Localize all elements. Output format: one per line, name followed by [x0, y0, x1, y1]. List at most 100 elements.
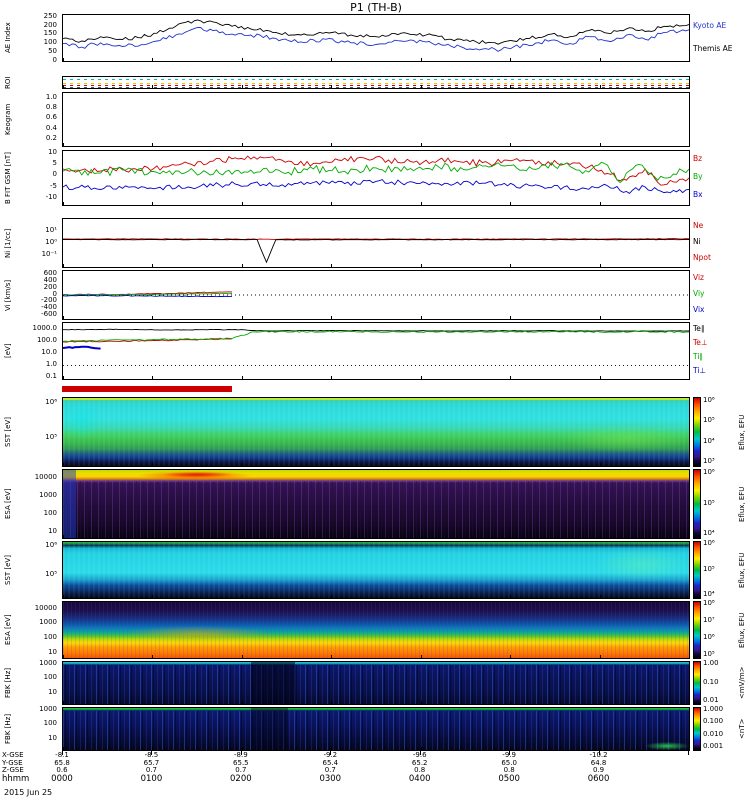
x-tick-mark	[63, 85, 64, 88]
series-bx	[63, 179, 689, 194]
x-tick-mark	[689, 202, 690, 205]
colorbar-ticks: 1.000 0.100 0.010 0.001	[703, 705, 731, 751]
series-by	[63, 161, 689, 184]
x-tick-mark	[63, 595, 64, 598]
x-tick-mark	[510, 316, 512, 319]
x-tick-mark	[331, 264, 333, 267]
colorbar	[693, 397, 701, 467]
y-tick-label: 1000.0	[32, 323, 58, 332]
panel-velocity: Vi [km/s] 600 400 200 0 -200 -400 -600 Viz Viy V…	[0, 269, 750, 320]
panel-mode-flag	[0, 384, 750, 394]
plot-area-sst-ion	[62, 397, 690, 467]
x-tick-mark	[599, 316, 601, 319]
colorbar-tick-label: 10⁴	[703, 529, 715, 538]
y-tick-label: 10⁵	[45, 433, 57, 442]
colorbar-tick-label: 0.01	[703, 696, 719, 705]
colorbar	[693, 469, 701, 539]
x-tick-mark	[241, 316, 243, 319]
x-tick-mark	[510, 264, 512, 267]
time-value: 0100	[140, 774, 163, 784]
panel-temperature: [eV] 1000.0 100.0 10.0 1.0 0.1 Te∥ Te⊥ Ti∥ Ti⊥	[0, 322, 750, 380]
y-ticks-sst-ion: 10⁶ 10⁵	[16, 397, 59, 467]
legend-velocity: Viz Viy Vix	[693, 270, 749, 320]
legend-vix: Vix	[693, 305, 705, 314]
y-tick-label: 0.4	[45, 123, 57, 132]
ephemeris-value: 65.0	[501, 758, 517, 767]
x-tick-mark	[241, 376, 243, 379]
series-ne	[63, 238, 689, 240]
series-ni	[63, 238, 689, 264]
x-tick-mark	[241, 747, 243, 750]
ephemeris-value: -8.5	[144, 751, 159, 759]
y-tick-label: 5	[52, 159, 57, 167]
legend-bz: Bz	[693, 154, 703, 163]
ephemeris-row-label: Y-GSE	[2, 758, 23, 767]
x-tick-mark	[510, 376, 512, 379]
y-axis-title-roi: ROI	[4, 76, 12, 89]
plot-area-roi	[62, 76, 690, 89]
line-series-canvas	[63, 238, 689, 264]
time-value: 0200	[230, 774, 252, 784]
y-tick-label: -400	[41, 303, 57, 312]
series-tiperp	[63, 345, 101, 350]
ephemeris-value: 0.6	[56, 766, 68, 774]
spectrogram-texture	[63, 710, 689, 750]
colorbar	[693, 601, 701, 659]
colorbar-tick-label: 10⁵	[703, 649, 715, 658]
colorbar-tick-label: 10⁶	[703, 395, 715, 404]
y-axis-title-esa-ion: ESA [eV]	[4, 488, 12, 520]
reference-line	[63, 82, 689, 84]
colorbar-tick-label: 10⁴	[703, 589, 715, 598]
x-tick-mark	[599, 747, 601, 750]
y-tick-label: 0.2	[45, 134, 57, 143]
colorbar-ticks: 10⁶ 10⁵ 10⁴	[703, 468, 731, 539]
x-tick-mark	[420, 701, 422, 704]
y-tick-label: 1000	[39, 491, 57, 500]
spectrogram-texture	[63, 542, 689, 598]
x-tick-mark	[63, 143, 64, 146]
y-tick-label: 1000	[39, 659, 57, 668]
y-tick-label: 10	[48, 527, 57, 536]
series-viy	[63, 292, 233, 296]
legend-viz: Viz	[693, 273, 704, 282]
x-tick-mark	[689, 595, 690, 598]
colorbar-ticks: 10⁸ 10⁷ 10⁶ 10⁵	[703, 600, 731, 659]
y-ticks-esa-electron: 10000 1000 100 10	[16, 601, 59, 659]
x-tick-mark	[152, 202, 154, 205]
colorbar-tick-label: 10⁷	[703, 616, 715, 625]
legend-viy: Viy	[693, 289, 705, 298]
legend-temperature: Te∥ Te⊥ Ti∥ Ti⊥	[693, 322, 749, 380]
x-tick-mark	[63, 264, 64, 267]
legend-ae: Kyoto AE Themis AE	[693, 14, 749, 62]
spectrogram-texture	[63, 664, 689, 704]
x-axis-tick	[688, 751, 689, 755]
y-tick-label: 400	[43, 275, 57, 284]
y-tick-label: 200	[43, 20, 57, 29]
ephemeris-value: -9.6	[412, 751, 427, 759]
y-ticks-velocity: 600 400 200 0 -200 -400 -600	[16, 269, 59, 320]
time-value: 0400	[408, 774, 431, 784]
x-tick-mark	[152, 85, 154, 88]
x-axis-tick	[151, 751, 153, 755]
date-label: 2015 Jun 25	[4, 788, 53, 797]
x-tick-mark	[152, 701, 154, 704]
series-vix	[63, 294, 233, 298]
y-ticks-fbk-e: 1000 100 10	[16, 659, 59, 705]
x-tick-mark	[599, 264, 601, 267]
colorbar-title: Eflux, EFU	[738, 612, 746, 648]
x-tick-mark	[152, 747, 154, 750]
plot-area-keogram	[62, 92, 690, 147]
x-tick-mark	[63, 316, 64, 319]
time-row-label: hhmm	[2, 774, 30, 784]
x-tick-mark	[599, 463, 601, 466]
x-tick-mark	[510, 85, 512, 88]
colorbar-title: <mV/m>	[738, 666, 746, 700]
colorbar-tick-label: 0.10	[703, 677, 719, 686]
panel-ae-index: AE Index 250 200 150 100 50 0 Kyoto AE Themis …	[0, 13, 750, 64]
y-axis-title-sst-ion: SST [eV]	[4, 417, 12, 447]
ephemeris-value: 0.9	[592, 766, 605, 774]
y-tick-label: 1.0	[45, 92, 57, 101]
y-tick-label: 0	[52, 55, 57, 64]
x-axis-tick	[62, 751, 63, 755]
x-tick-mark	[63, 202, 64, 205]
